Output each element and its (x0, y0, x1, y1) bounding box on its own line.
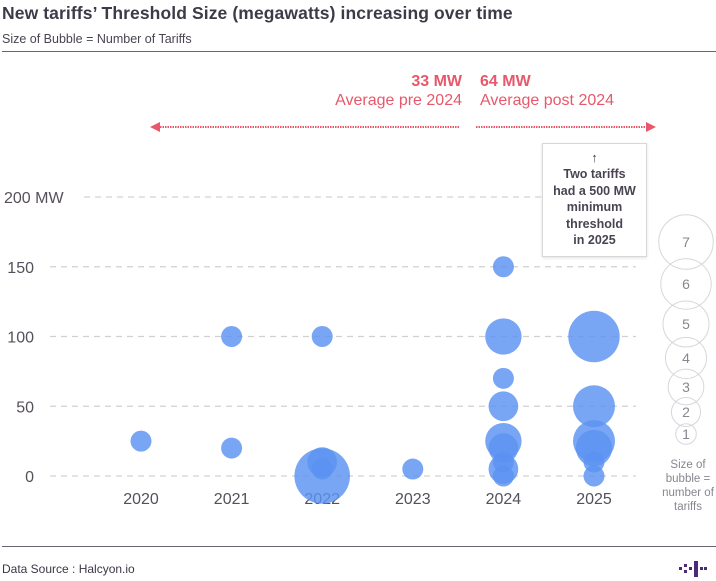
note-line: minimum (566, 200, 623, 214)
bubble (311, 458, 333, 480)
x-tick-label: 2025 (576, 491, 612, 508)
bubbles (130, 256, 620, 504)
bubble (311, 326, 333, 347)
bubble (568, 310, 620, 363)
legend-caption-line: bubble = (665, 473, 711, 485)
bubble (485, 318, 522, 355)
bubble (492, 367, 514, 389)
average-pre-label: Average pre 2024 (335, 92, 462, 109)
bubble (573, 385, 615, 428)
note-line: Two tariffs (563, 167, 626, 181)
x-tick-label: 2020 (123, 491, 159, 508)
outlier-note-box: ↑ Two tariffs had a 500 MW minimum thres… (542, 143, 647, 257)
legend-size-label: 5 (682, 316, 690, 332)
chart-subtitle: Size of Bubble = Number of Tariffs (2, 32, 192, 46)
y-tick-label: 150 (7, 260, 34, 277)
y-tick-label: 50 (16, 399, 34, 416)
legend-bubble (667, 368, 705, 406)
legend-caption-line: number of (662, 487, 714, 499)
x-tick-label: 2023 (395, 491, 431, 508)
arrow-up-icon: ↑ (591, 150, 598, 165)
average-post-value: 64 MW (480, 73, 531, 90)
x-axis-ticks: 202020212022202320242025 (123, 491, 612, 508)
x-tick-label: 2024 (486, 491, 522, 508)
note-line: in 2025 (573, 233, 616, 247)
legend-size-label: 6 (682, 276, 690, 292)
legend-size-label: 2 (682, 404, 690, 420)
chart-title: New tariffs’ Threshold Size (megawatts) … (2, 3, 513, 23)
data-source: Data Source : Halcyon.io (2, 562, 135, 576)
y-axis-ticks: 0 50 100 150 200 MW (4, 190, 64, 486)
x-tick-label: 2021 (214, 491, 250, 508)
gridlines (50, 196, 636, 477)
arrow-left-icon (150, 122, 160, 132)
legend-bubble (658, 214, 714, 270)
bubble (402, 458, 424, 480)
bubble (492, 256, 514, 278)
y-tick-label: 100 (7, 330, 34, 347)
legend-size-label: 4 (682, 350, 690, 366)
legend-size-label: 3 (682, 379, 690, 395)
bubble (130, 430, 152, 452)
bubble (583, 465, 605, 487)
size-legend: 7 6 5 4 3 2 1 (658, 214, 714, 445)
average-post-annotation: 64 MW Average post 2024 (480, 72, 614, 110)
note-line: threshold (566, 216, 623, 231)
legend-bubble (660, 258, 712, 310)
legend-caption-line: tariffs (674, 501, 702, 513)
legend-bubble (662, 300, 710, 348)
header-divider (2, 51, 716, 52)
average-arrows (150, 122, 656, 132)
halcyon-logo-icon (679, 561, 707, 577)
y-tick-label: 0 (25, 469, 34, 486)
bubble (492, 465, 514, 487)
note-line: had a 500 MW (553, 183, 636, 198)
bubble (221, 437, 243, 459)
legend-size-label: 1 (682, 426, 690, 442)
bubble (221, 326, 243, 347)
legend-caption-line: Size of (670, 459, 706, 471)
footer-divider (2, 546, 716, 547)
y-tick-label: 200 MW (4, 190, 64, 207)
legend-bubble (675, 423, 697, 445)
average-pre-value: 33 MW (411, 73, 462, 90)
legend-size-label: 7 (682, 234, 690, 250)
arrow-right-icon (646, 122, 656, 132)
legend-bubble (664, 336, 708, 380)
legend-caption: Size of bubble = number of tariffs (660, 458, 716, 514)
legend-bubble (670, 396, 702, 428)
average-pre-annotation: 33 MW Average pre 2024 (335, 72, 462, 110)
bubble (488, 391, 519, 422)
average-post-label: Average post 2024 (480, 92, 615, 109)
